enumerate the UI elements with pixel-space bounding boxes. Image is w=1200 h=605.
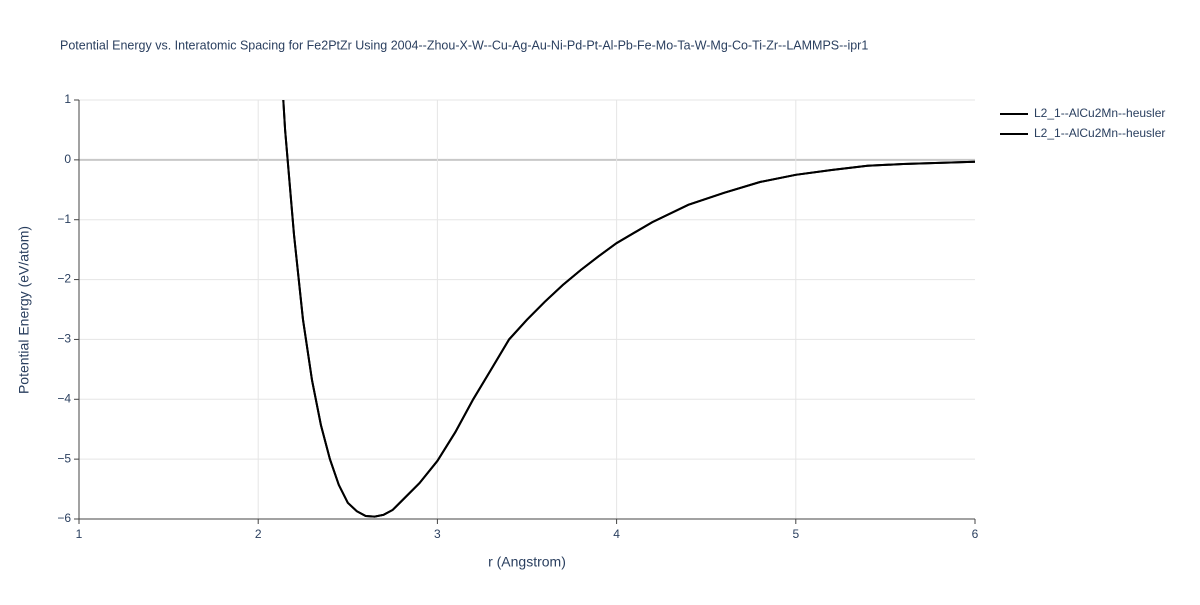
chart-title: Potential Energy vs. Interatomic Spacing… bbox=[60, 38, 868, 52]
x-axis-title: r (Angstrom) bbox=[488, 554, 566, 570]
y-tick-label: −1 bbox=[57, 212, 71, 226]
y-tick-label: −5 bbox=[57, 451, 71, 465]
y-tick-label: −3 bbox=[57, 332, 71, 346]
x-tick-label: 1 bbox=[76, 527, 83, 541]
x-tick-label: 5 bbox=[792, 527, 799, 541]
y-tick-label: −6 bbox=[57, 511, 71, 525]
y-tick-label: 1 bbox=[64, 92, 71, 106]
y-tick-label: −2 bbox=[57, 272, 71, 286]
series-line bbox=[282, 100, 975, 518]
x-tick-label: 3 bbox=[434, 527, 441, 541]
y-axis-title: Potential Energy (eV/atom) bbox=[16, 226, 32, 394]
series-line bbox=[282, 100, 975, 518]
x-tick-label: 6 bbox=[972, 527, 979, 541]
y-tick-label: −4 bbox=[57, 391, 71, 405]
x-tick-label: 2 bbox=[255, 527, 262, 541]
legend-label: L2_1--AlCu2Mn--heusler bbox=[1034, 126, 1165, 140]
x-tick-label: 4 bbox=[613, 527, 620, 541]
y-tick-label: 0 bbox=[64, 152, 71, 166]
legend-label: L2_1--AlCu2Mn--heusler bbox=[1034, 106, 1165, 120]
